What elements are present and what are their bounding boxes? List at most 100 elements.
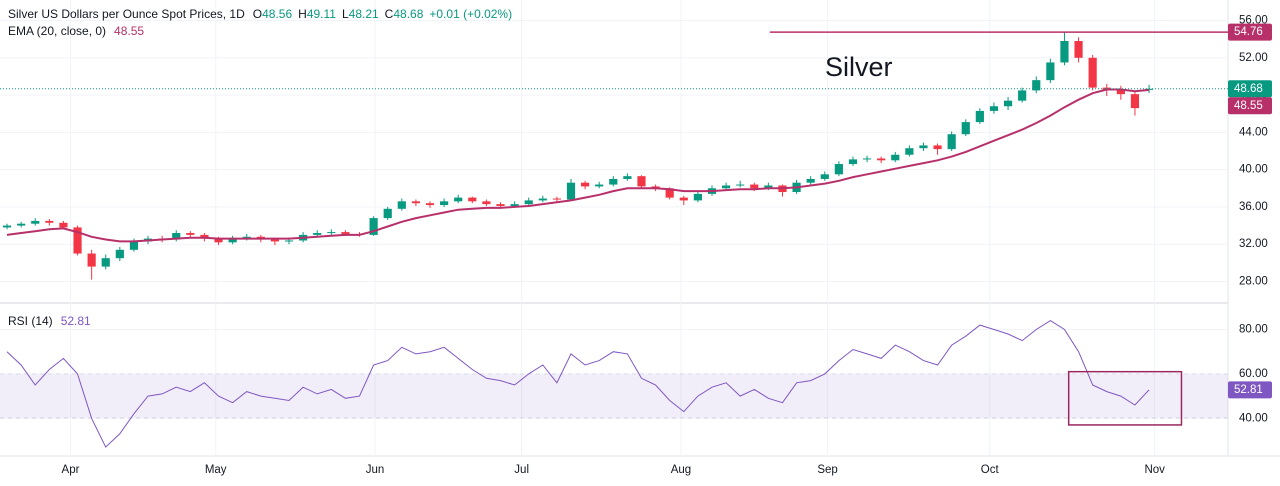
- rsi-line: [6, 320, 1150, 448]
- candle-body: [637, 176, 646, 187]
- candle-body: [397, 201, 406, 209]
- candle-body: [750, 184, 759, 189]
- candle-body: [848, 159, 858, 165]
- rsi-legend: RSI (14) 52.81: [8, 314, 91, 328]
- candle-body: [1032, 80, 1041, 91]
- x-tick-label: Oct: [981, 464, 1000, 476]
- candle-body: [31, 220, 40, 224]
- candle-body: [115, 249, 124, 259]
- candle-body: [172, 233, 181, 240]
- candle-body: [454, 197, 463, 202]
- candle-body: [877, 158, 886, 161]
- ohlc-value: 48.21: [349, 7, 379, 21]
- candle-body: [2, 225, 12, 228]
- candle-body: [341, 232, 350, 234]
- candle-body: [496, 204, 505, 206]
- candle-body: [595, 184, 604, 187]
- candle-body: [891, 154, 900, 161]
- x-tick-label: Jun: [366, 464, 385, 476]
- candle-body: [425, 203, 435, 206]
- candle-body: [45, 220, 54, 223]
- ohlc-key: L: [342, 7, 349, 21]
- y-tick-label: 44.00: [1239, 126, 1268, 138]
- x-tick-label: Nov: [1144, 464, 1165, 476]
- candle-body: [581, 182, 590, 187]
- y-tick-label: 56.00: [1239, 15, 1268, 27]
- candle-body: [1060, 41, 1069, 63]
- candle-body: [806, 178, 815, 183]
- rsi-band: [0, 373, 1228, 419]
- legend-title: Silver US Dollars per Ounce Spot Prices,…: [8, 7, 512, 21]
- candle-body: [538, 198, 547, 201]
- candle-body: [552, 198, 561, 200]
- y-tick-label: 60.00: [1239, 368, 1268, 380]
- y-tick-label: 80.00: [1239, 324, 1268, 336]
- candle-body: [1003, 100, 1013, 107]
- candle-body: [609, 178, 618, 185]
- candle-body: [129, 241, 139, 250]
- ema-legend: EMA (20, close, 0) 48.55: [8, 24, 144, 38]
- candle-body: [186, 233, 195, 235]
- candle-body: [623, 176, 632, 179]
- candle-body: [834, 164, 843, 175]
- candle-body: [284, 240, 294, 242]
- candle-body: [693, 193, 702, 201]
- candle-body: [327, 232, 336, 234]
- candle-body: [214, 238, 223, 243]
- candle-body: [947, 134, 956, 150]
- candle-body: [468, 197, 477, 202]
- x-tick-label: Aug: [671, 464, 691, 476]
- candle-body: [736, 184, 745, 186]
- ema-name: EMA (20, close, 0): [8, 24, 106, 38]
- candle-body: [1018, 90, 1027, 101]
- candle-body: [510, 204, 519, 206]
- candle-body: [665, 188, 674, 198]
- candle-body: [17, 223, 26, 226]
- candle-body: [482, 201, 491, 205]
- candle-body: [905, 148, 914, 155]
- candle-body: [919, 145, 928, 149]
- x-tick-label: May: [205, 464, 227, 476]
- change: +0.01 (+0.02%): [429, 7, 512, 21]
- ohlc-value: 48.56: [262, 7, 292, 21]
- candle-body: [1130, 94, 1140, 109]
- ohlc-value: 49.11: [307, 7, 336, 21]
- candle-body: [1046, 62, 1055, 81]
- candle-body: [411, 201, 421, 204]
- candle-body: [566, 182, 576, 200]
- rsi-name: RSI (14): [8, 314, 53, 328]
- x-tick-label: Sep: [817, 464, 837, 476]
- candle-body: [679, 197, 688, 201]
- candle-body: [933, 145, 942, 150]
- title: Silver US Dollars per Ounce Spot Prices,…: [8, 7, 245, 21]
- hline-label-box: [1228, 23, 1272, 41]
- candle-body: [383, 208, 392, 219]
- plot-layer: 28.0032.0036.0040.0044.0048.0052.0056.00…: [0, 0, 1272, 476]
- rsi-label: 52.81: [1234, 384, 1263, 396]
- rsi-value: 52.81: [61, 314, 91, 328]
- rsi-label-box: [1228, 381, 1272, 399]
- ohlc-key: H: [298, 7, 307, 21]
- y-tick-label: 40.00: [1239, 164, 1268, 176]
- candle-body: [1144, 88, 1154, 90]
- candle-body: [989, 106, 999, 111]
- annotation-box: [1067, 370, 1183, 426]
- ohlc-key: C: [385, 7, 394, 21]
- price-label: 48.68: [1234, 83, 1263, 95]
- ema-label: 48.55: [1234, 100, 1263, 112]
- y-tick-label: 40.00: [1239, 412, 1268, 424]
- ohlc-value: 48.68: [393, 7, 423, 21]
- candle-body: [1088, 57, 1097, 88]
- candle-body: [862, 158, 872, 160]
- candle-body: [270, 239, 280, 242]
- ema-line: [6, 88, 1150, 243]
- candle-body: [820, 174, 829, 179]
- ema-value: 48.55: [114, 24, 144, 38]
- candle-body: [961, 122, 970, 135]
- y-tick-label: 36.00: [1239, 201, 1268, 213]
- y-tick-label: 32.00: [1239, 238, 1268, 250]
- candle-body: [524, 200, 533, 205]
- candle-body: [440, 201, 449, 206]
- candle-body: [369, 218, 378, 235]
